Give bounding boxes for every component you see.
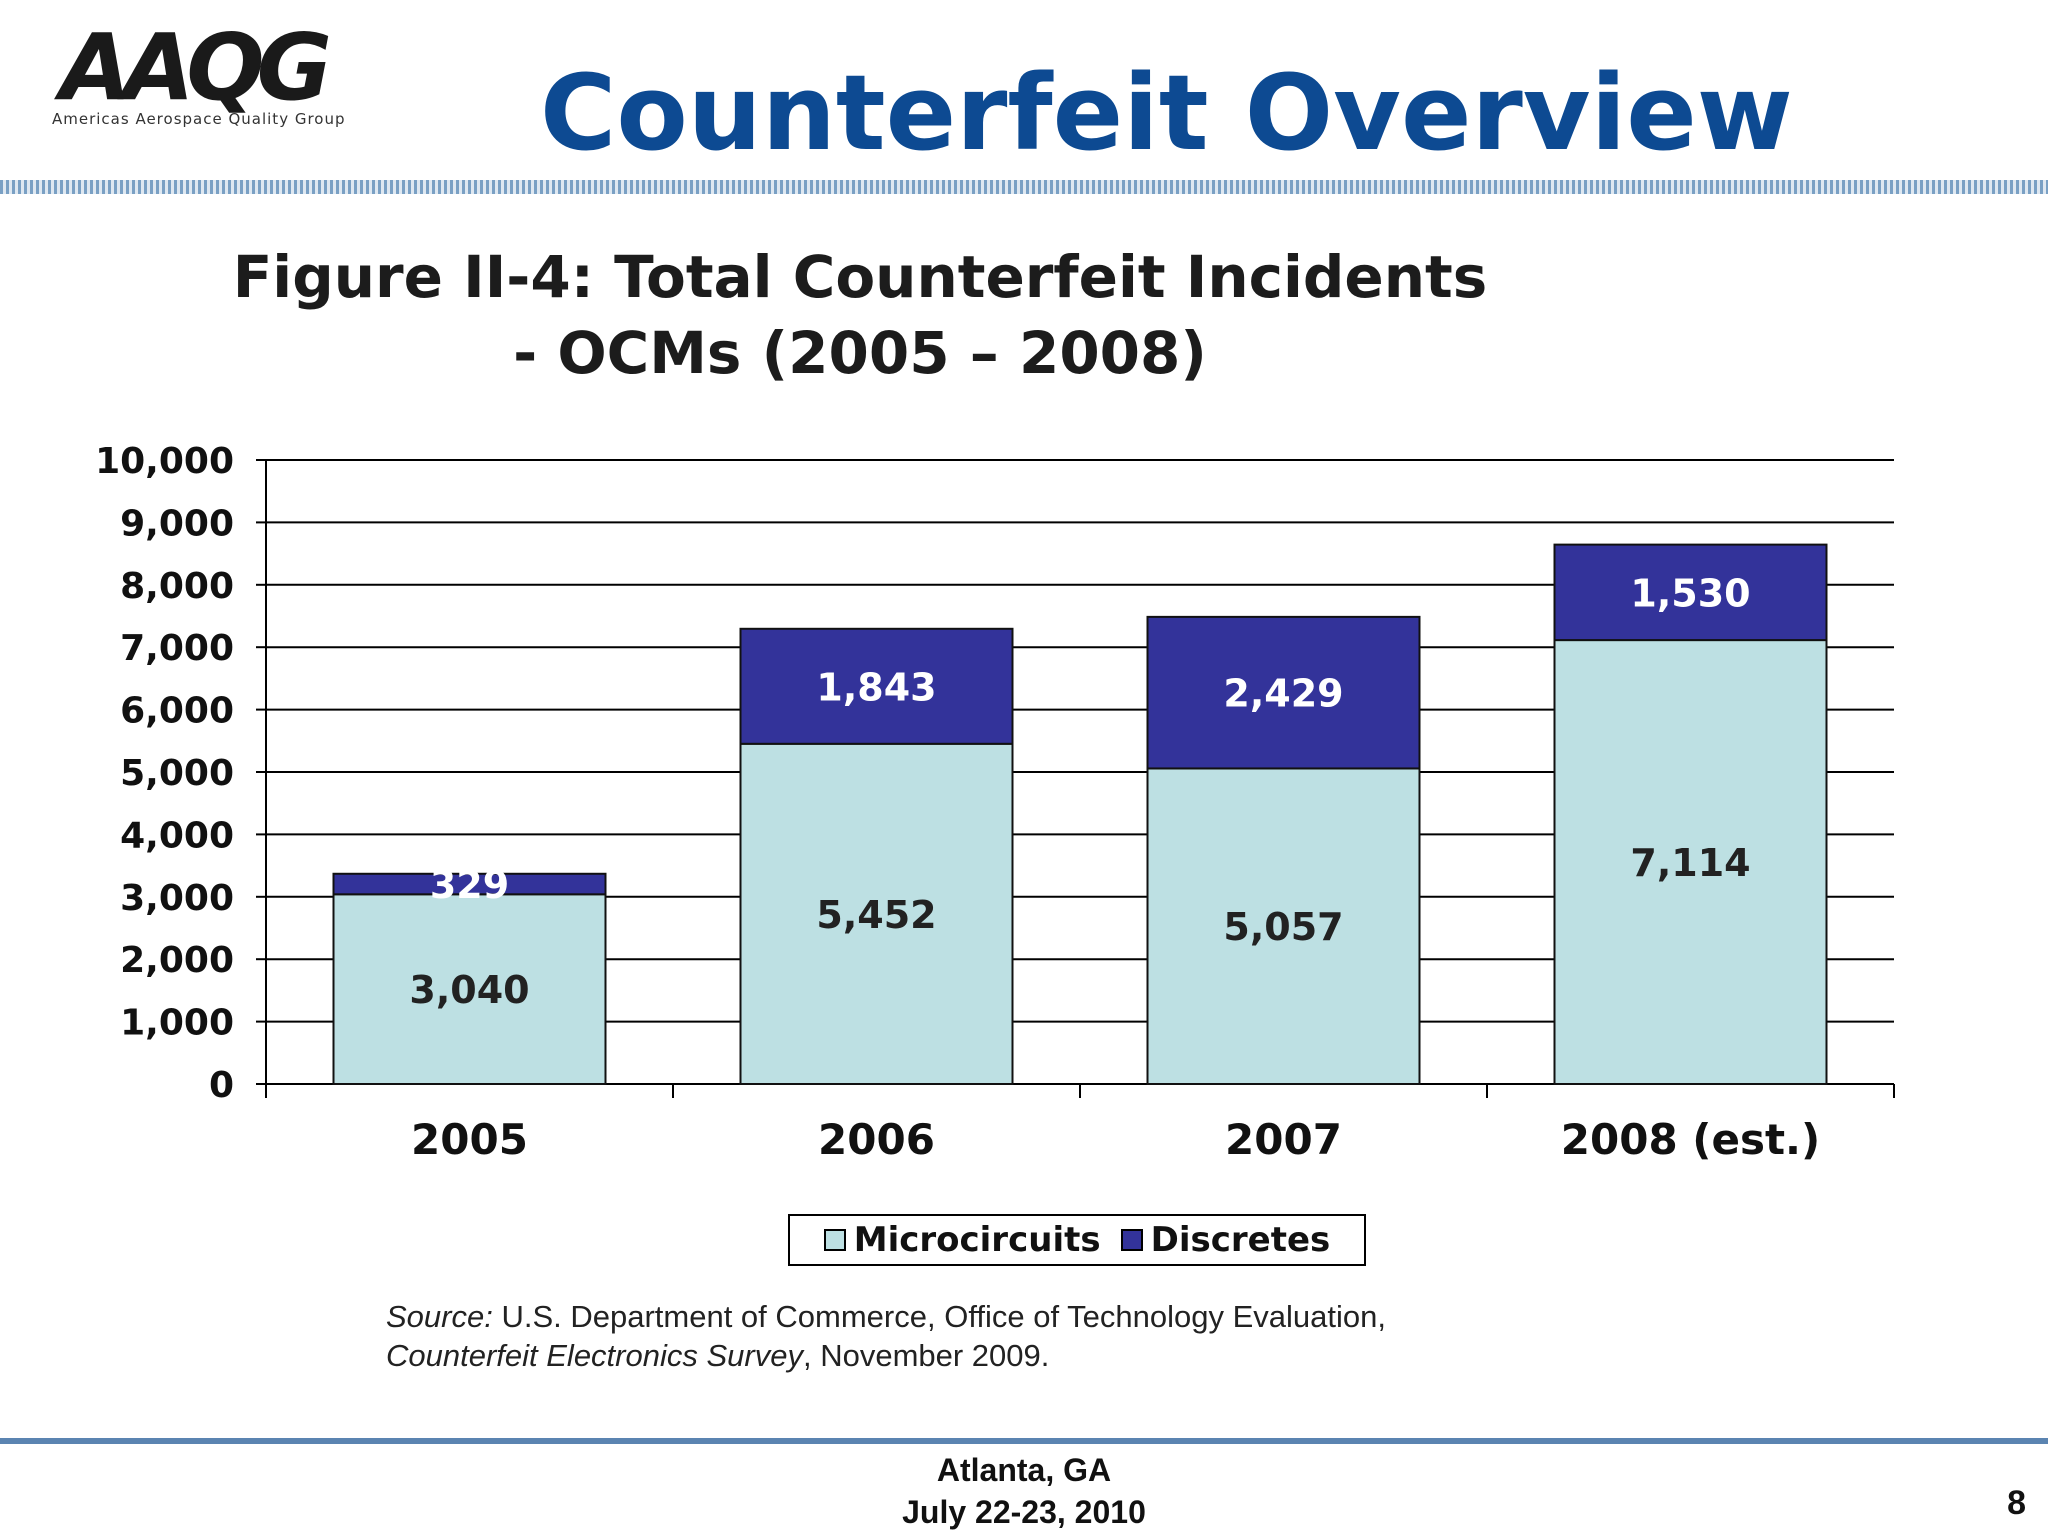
page-number: 8	[2007, 1484, 2026, 1522]
bar-microcircuits	[1553, 639, 1828, 1085]
y-tick-label: 10,000	[95, 441, 234, 482]
bar-microcircuits	[739, 742, 1014, 1085]
bar-microcircuits	[332, 893, 607, 1085]
stacked-bar-chart: 0 1,000 2,000 3,000 4,000 5,000 6,000 7,000 8,00…	[95, 441, 1895, 1164]
source-survey-title: Counterfeit Electronics Survey	[386, 1337, 803, 1373]
y-tick-label: 0	[209, 1065, 234, 1106]
x-tick-label: 2007	[1225, 1115, 1342, 1164]
data-label-discretes: 1,843	[816, 665, 936, 709]
y-tick-label: 5,000	[120, 753, 234, 794]
footer-divider	[0, 1438, 2048, 1444]
legend-item-discretes: Discretes	[1120, 1220, 1331, 1260]
y-tick-label: 4,000	[120, 815, 234, 856]
legend-swatch-discretes	[1120, 1229, 1143, 1251]
footer-date: July 22-23, 2010	[902, 1494, 1146, 1530]
y-tick-label: 6,000	[120, 691, 234, 732]
y-tick-label: 8,000	[120, 566, 234, 607]
legend-item-microcircuits: Microcircuits	[823, 1220, 1101, 1260]
bar-discretes	[1553, 543, 1828, 642]
data-label-microcircuits: 5,452	[816, 893, 936, 937]
data-label-discretes: 1,530	[1630, 571, 1750, 615]
x-tick-label: 2005	[411, 1115, 528, 1164]
y-tick-label: 2,000	[120, 940, 234, 981]
y-tick-label: 9,000	[120, 503, 234, 544]
legend-label-microcircuits: Microcircuits	[853, 1220, 1101, 1260]
logo-subtitle: Americas Aerospace Quality Group	[52, 110, 346, 128]
data-label-discretes: 329	[430, 863, 509, 907]
bar-discretes	[739, 627, 1014, 745]
figure-title-line2: - OCMs (2005 – 2008)	[513, 319, 1207, 387]
y-tick-label: 7,000	[120, 628, 234, 669]
data-label-discretes: 2,429	[1223, 672, 1343, 716]
bar-discretes	[332, 872, 607, 896]
chart-legend: Microcircuits Discretes	[788, 1214, 1366, 1266]
source-citation: Source: U.S. Department of Commerce, Off…	[386, 1298, 1386, 1376]
legend-label-discretes: Discretes	[1150, 1220, 1331, 1260]
x-tick-label: 2006	[818, 1115, 935, 1164]
legend-swatch-microcircuits	[823, 1229, 846, 1251]
data-label-microcircuits: 7,114	[1630, 841, 1750, 885]
y-tick-label: 1,000	[120, 1003, 234, 1044]
logo-mark: AAQG	[60, 14, 332, 121]
figure-title-line1: Figure II-4: Total Counterfeit Incidents	[232, 243, 1488, 311]
source-label: Source:	[386, 1299, 493, 1334]
footer-location: Atlanta, GA	[936, 1452, 1112, 1488]
data-label-microcircuits: 5,057	[1223, 905, 1343, 949]
source-text-2: , November 2009.	[802, 1337, 1050, 1373]
x-tick-label: 2008 (est.)	[1561, 1115, 1820, 1164]
aaqg-logo: AAQG Americas Aerospace Quality Group	[48, 22, 368, 142]
slide-title: Counterfeit Overview	[540, 52, 1793, 174]
title-divider	[0, 180, 2048, 194]
bar-discretes	[1146, 615, 1421, 770]
y-tick-label: 3,000	[120, 878, 234, 919]
source-text-1: U.S. Department of Commerce, Office of T…	[492, 1299, 1386, 1334]
data-label-microcircuits: 3,040	[409, 968, 529, 1012]
bar-microcircuits	[1146, 767, 1421, 1085]
